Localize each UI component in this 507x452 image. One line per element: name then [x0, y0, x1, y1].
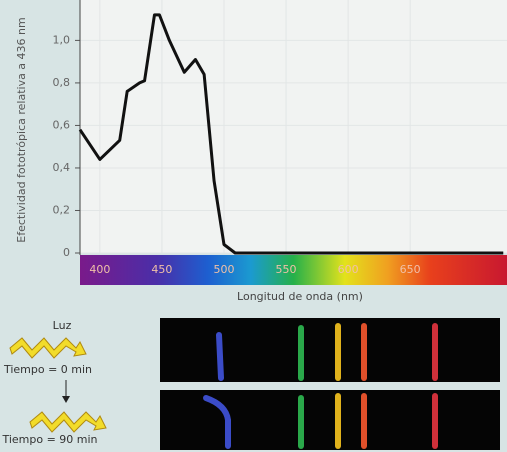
x-tick-label: 550: [276, 263, 297, 276]
x-tick-label: 650: [400, 263, 421, 276]
y-tick-label: 1,0: [53, 33, 71, 46]
x-tick-label: 600: [338, 263, 359, 276]
y-tick-label: 0,8: [53, 76, 71, 89]
row-label: Tiempo = 0 min: [3, 363, 92, 376]
spectrum-bar: [80, 255, 507, 285]
light-label: Luz: [53, 319, 72, 332]
x-tick-label: 450: [151, 263, 172, 276]
box: [160, 318, 500, 382]
y-axis-title: Efectividad fototrópica relativa a 436 n…: [15, 17, 28, 242]
chart: 0 0,2 0,4 0,6 0,8 1,0 400 450 500 550 600 650: [53, 0, 507, 276]
x-tick-label: 500: [213, 263, 234, 276]
y-tick-label: 0,2: [53, 203, 71, 216]
curve: [78, 13, 504, 255]
x-tick-label: 400: [89, 263, 110, 276]
plot-area: [80, 0, 507, 253]
arrow-head: [62, 396, 70, 403]
y-tick-label: 0,6: [53, 118, 71, 131]
light-icons: [9, 337, 107, 433]
y-tick-label: 0,4: [53, 161, 71, 174]
x-axis-title: Longitud de onda (nm): [237, 290, 363, 303]
seedlings: [203, 323, 438, 449]
row-label: Tiempo = 90 min: [1, 433, 97, 446]
y-tick-label: 0: [63, 246, 70, 259]
